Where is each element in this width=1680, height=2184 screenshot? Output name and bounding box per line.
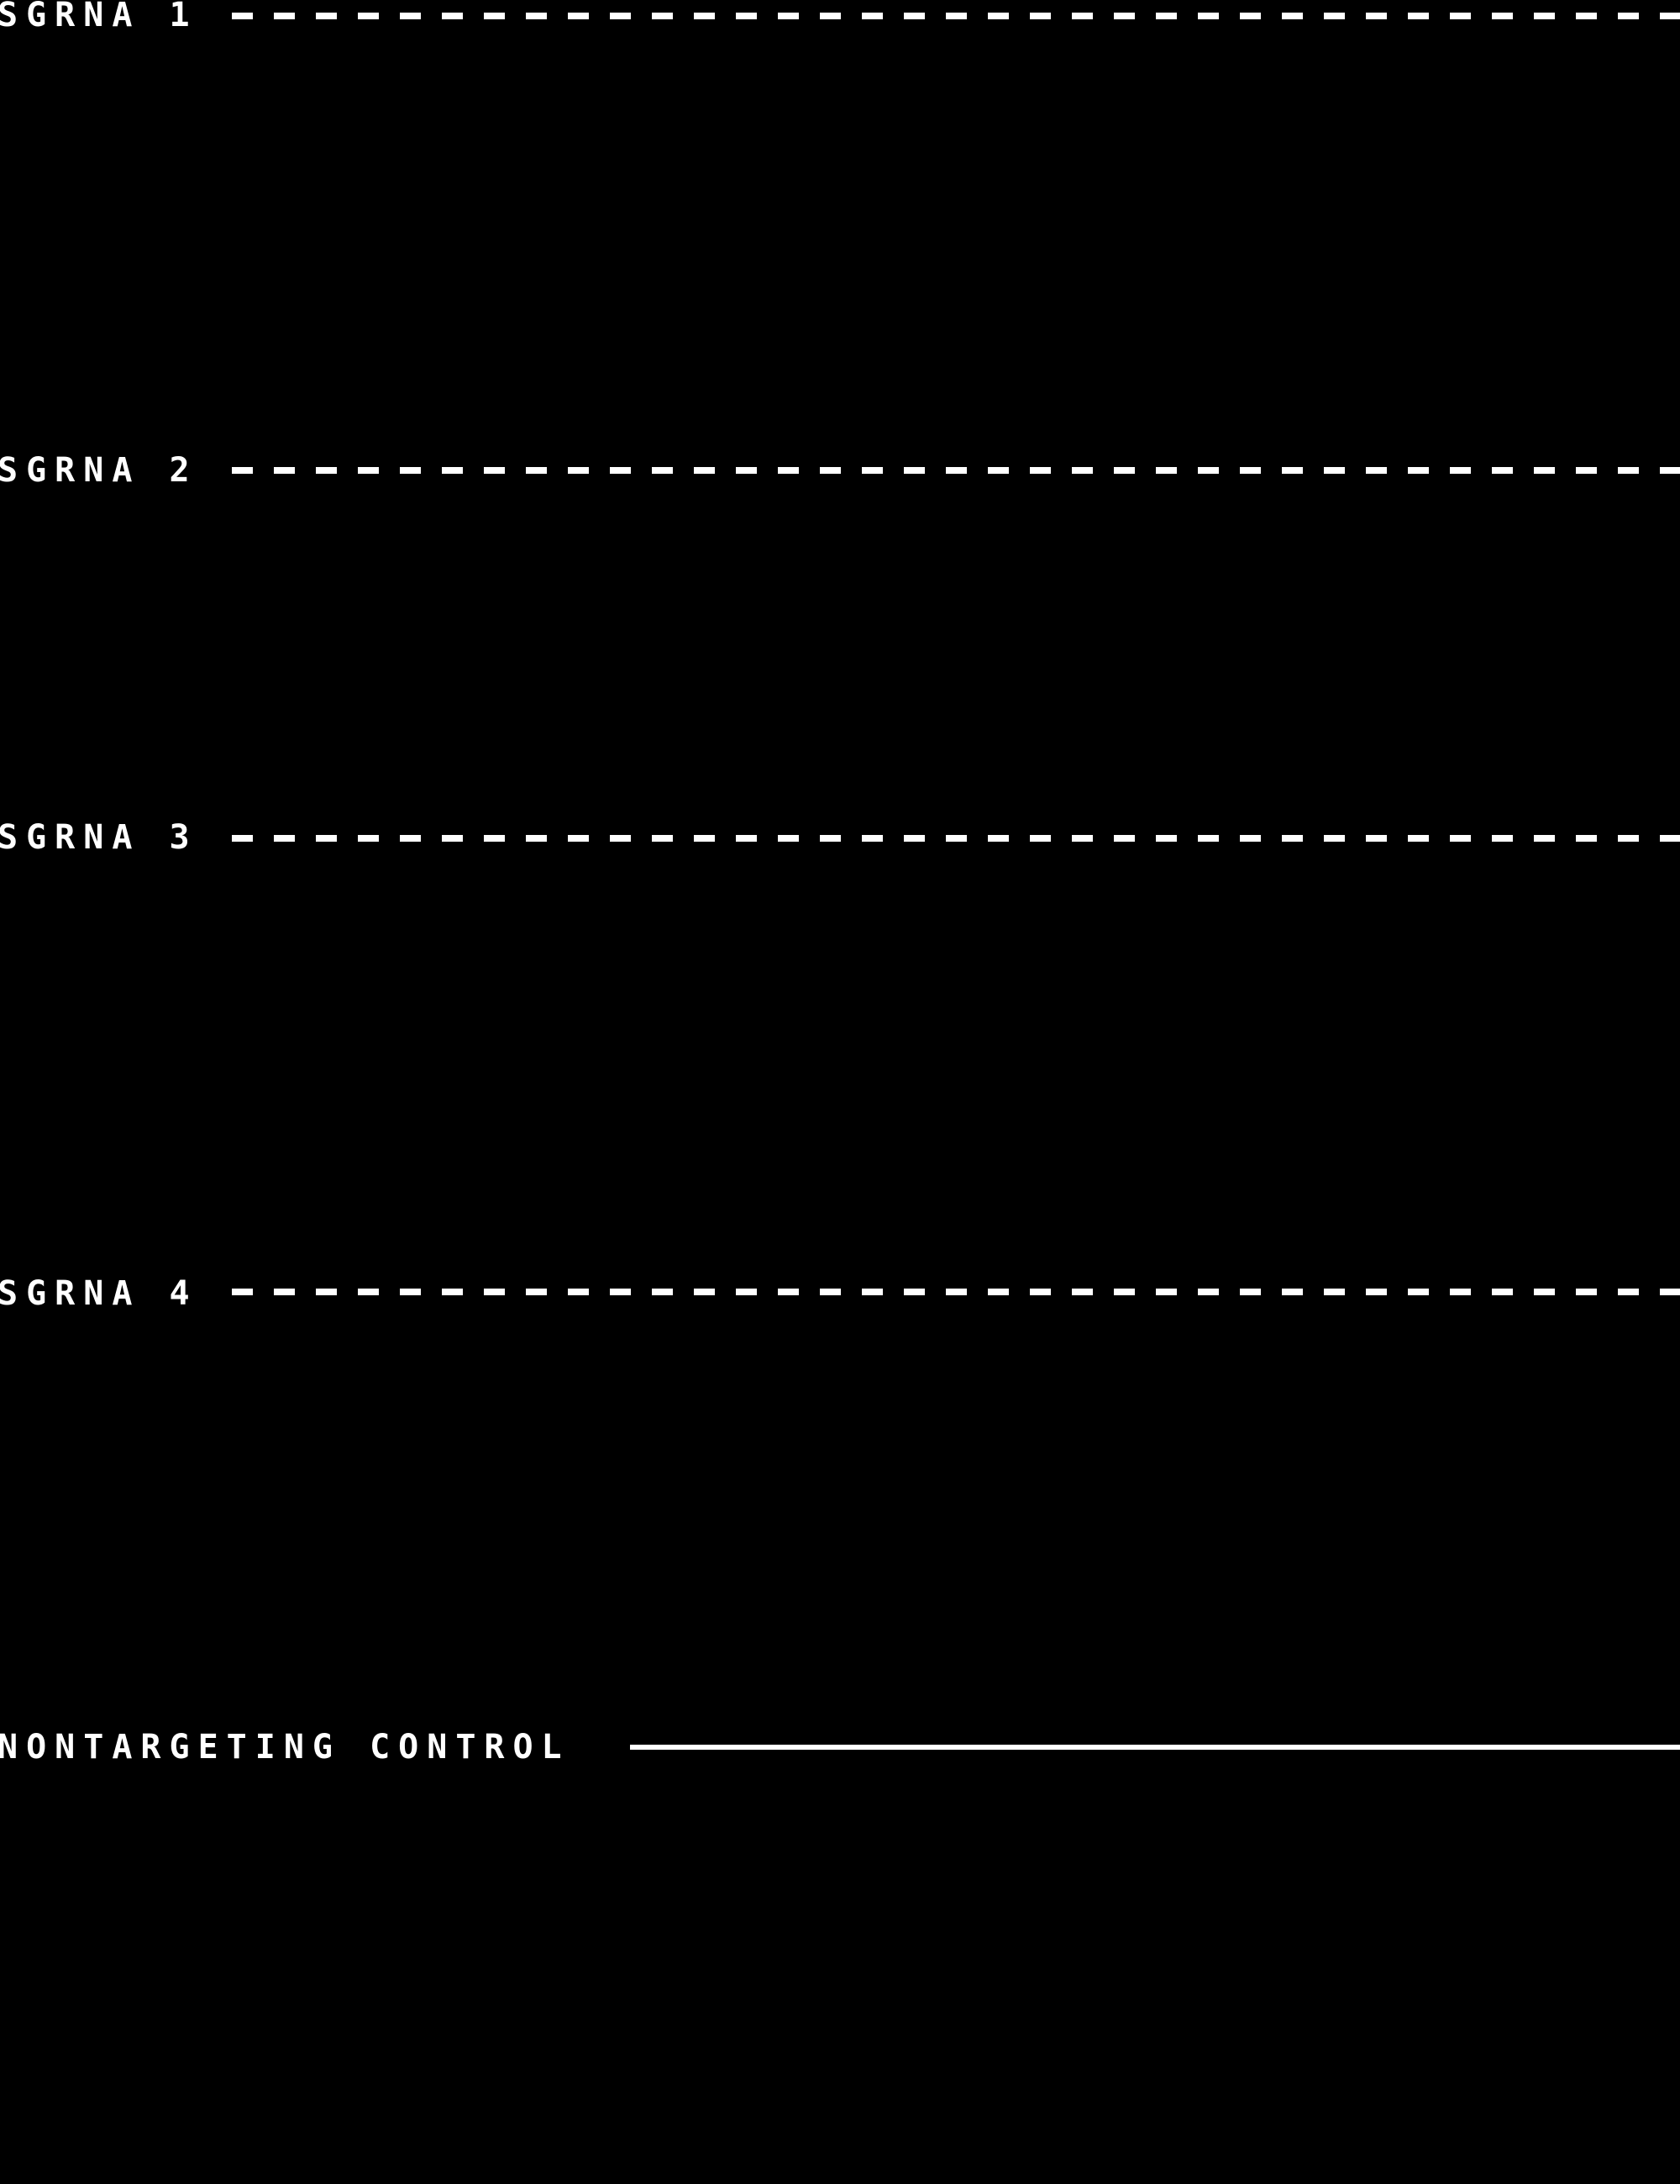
row-label-sgrna-2: SGRNA 2 — [0, 451, 198, 490]
row-label-sgrna-3: SGRNA 3 — [0, 818, 198, 857]
row-label-sgrna-4: SGRNA 4 — [0, 1274, 198, 1313]
sgrna-4-dashed-line — [232, 1289, 1680, 1295]
row-label-sgrna-1: SGRNA 1 — [0, 0, 198, 34]
row-label-nontargeting-control: NONTARGETING CONTROL — [0, 1728, 570, 1767]
sgrna-1-dashed-line — [232, 13, 1680, 19]
nontargeting-control-solid-line — [630, 1745, 1680, 1750]
sgrna-2-dashed-line — [232, 467, 1680, 474]
sgrna-3-dashed-line — [232, 835, 1680, 842]
